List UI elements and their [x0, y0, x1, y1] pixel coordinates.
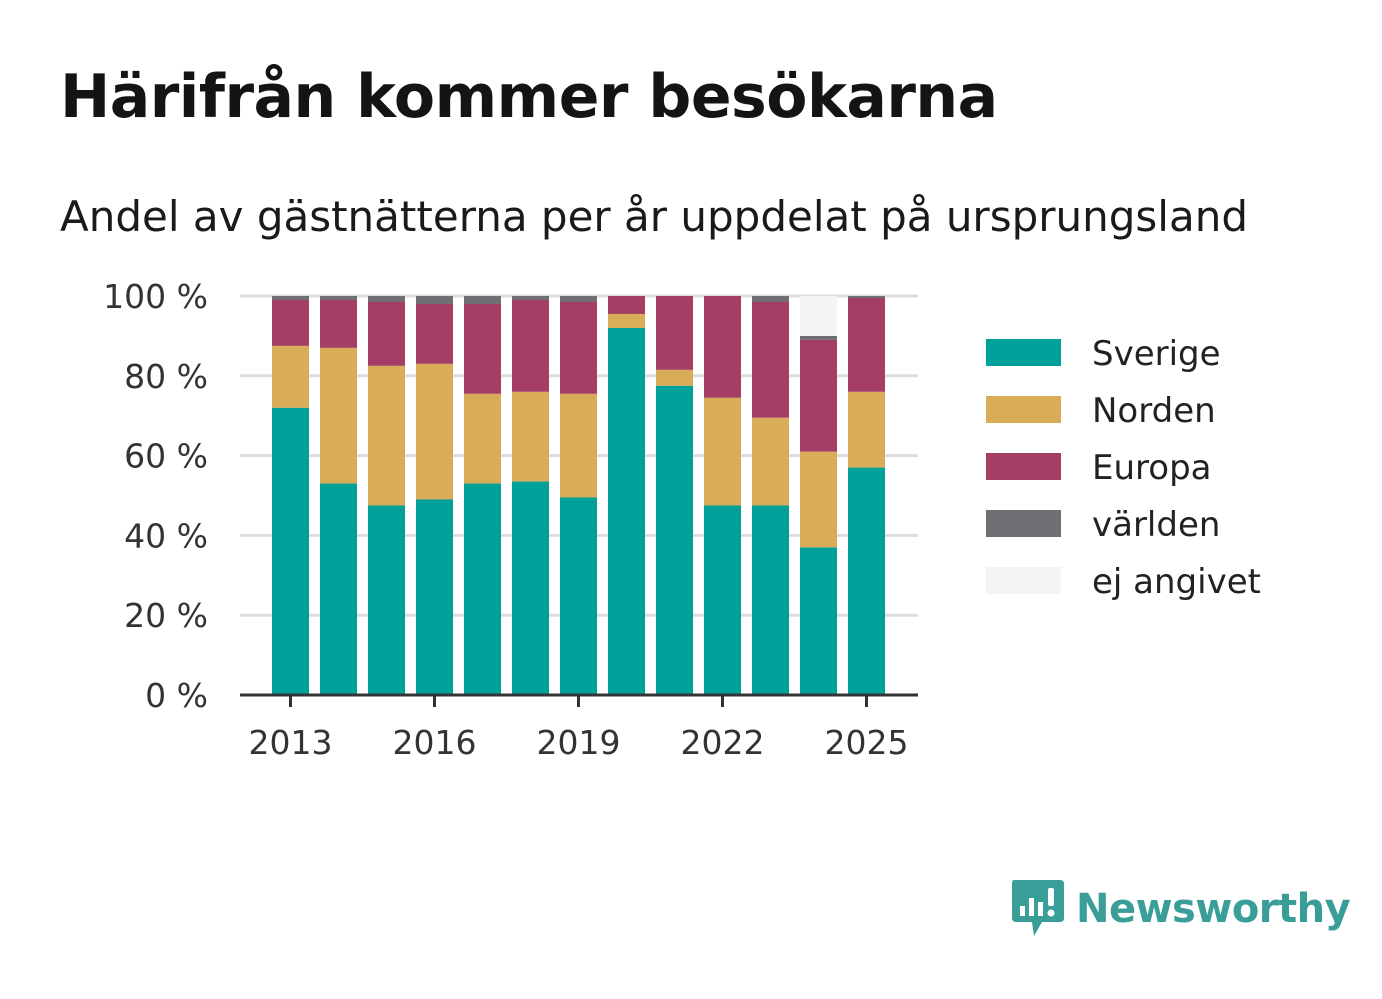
legend-swatch: [986, 567, 1061, 594]
x-tick-label: 2019: [537, 723, 621, 762]
bar-segment: [800, 547, 837, 695]
x-tick-label: 2022: [681, 723, 765, 762]
bar-segment: [752, 296, 789, 302]
bar-segment: [368, 301, 405, 366]
bar-segment: [464, 303, 501, 394]
bar-segment: [800, 296, 837, 336]
y-tick-label: 0 %: [145, 676, 208, 715]
bar-segment: [560, 301, 597, 394]
bar-segment: [800, 451, 837, 548]
bar-segment: [656, 369, 693, 386]
bar-segment: [704, 505, 741, 695]
bar-segment: [560, 296, 597, 302]
bar-segment: [320, 296, 357, 300]
bar-segment: [752, 505, 789, 695]
chart-title: Härifrån kommer besökarna: [60, 62, 998, 132]
bar-segment: [416, 303, 453, 364]
legend-label: Sverige: [1092, 334, 1221, 374]
axes: [240, 693, 918, 707]
bar-segment: [848, 296, 885, 298]
bar-segment: [272, 296, 309, 300]
bar-segment: [368, 365, 405, 506]
x-tick-label: 2025: [825, 723, 909, 762]
bar-segment: [608, 296, 645, 314]
bar-segment: [368, 505, 405, 695]
bar-segment: [512, 296, 549, 300]
bar-segment: [272, 345, 309, 408]
legend-swatch: [986, 510, 1061, 537]
bar-segment: [608, 327, 645, 695]
bar-segment: [704, 296, 741, 398]
bar-segment: [512, 481, 549, 695]
y-tick-label: 100 %: [103, 277, 208, 316]
x-tick-label: 2013: [249, 723, 333, 762]
bar-segment: [656, 296, 693, 370]
bar-segment: [272, 299, 309, 346]
x-tick-label: 2016: [393, 723, 477, 762]
legend-swatch: [986, 453, 1061, 480]
legend-swatch: [986, 339, 1061, 366]
bar-segment: [320, 299, 357, 348]
brand-name: Newsworthy: [1076, 886, 1351, 932]
y-axis-labels: 0 % 20 % 40 % 60 % 80 % 100 %: [103, 277, 208, 715]
bar-segment: [560, 393, 597, 498]
bar-segment: [656, 385, 693, 695]
newsworthy-chart-bubble-icon: [1012, 880, 1064, 936]
legend-label: Norden: [1092, 391, 1216, 431]
bar-segment: [416, 296, 453, 304]
y-tick-label: 20 %: [124, 596, 208, 635]
bar-segment: [320, 347, 357, 484]
bar-segment: [704, 397, 741, 506]
bar-segment: [848, 391, 885, 468]
x-axis-labels: 2013 2016 2019 2022 2025: [249, 723, 909, 762]
bar-segment: [848, 467, 885, 695]
legend-label: ej angivet: [1092, 562, 1261, 602]
legend-label: världen: [1092, 505, 1220, 545]
bar-segment: [848, 297, 885, 392]
bar-segment: [464, 296, 501, 304]
bar-segment: [416, 363, 453, 500]
bars: [272, 296, 885, 695]
chart-subtitle: Andel av gästnätterna per år uppdelat på…: [60, 192, 1248, 241]
bar-segment: [272, 407, 309, 695]
legend: Sverige Norden Europa världen ej angivet: [986, 334, 1261, 602]
bar-segment: [800, 339, 837, 452]
bar-segment: [800, 335, 837, 340]
bar-segment: [752, 417, 789, 506]
bar-segment: [464, 393, 501, 484]
y-tick-label: 60 %: [124, 437, 208, 476]
brand-logo: Newsworthy: [1010, 878, 1351, 940]
bar-segment: [320, 483, 357, 695]
bar-segment: [416, 499, 453, 695]
y-tick-label: 80 %: [124, 357, 208, 396]
bar-segment: [608, 313, 645, 328]
bar-segment: [368, 296, 405, 302]
bar-segment: [512, 299, 549, 392]
bar-segment: [512, 391, 549, 482]
y-tick-label: 40 %: [124, 516, 208, 555]
legend-label: Europa: [1092, 448, 1211, 488]
legend-swatch: [986, 396, 1061, 423]
bar-segment: [752, 301, 789, 418]
bar-segment: [464, 483, 501, 695]
stacked-bar-chart: 0 % 20 % 40 % 60 % 80 % 100 % 2013 2016 2019 202…: [103, 277, 1261, 762]
bar-segment: [560, 497, 597, 695]
